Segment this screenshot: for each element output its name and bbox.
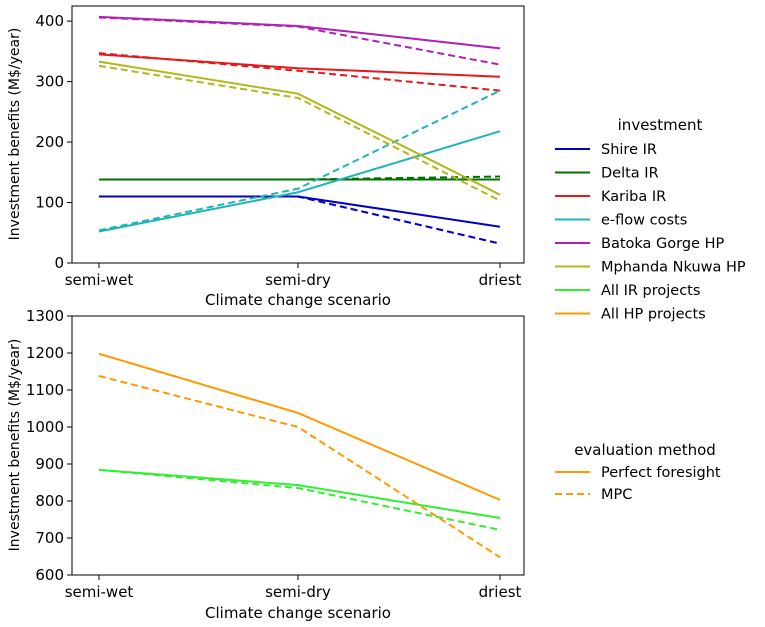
series-mphanda-nkuwa-hp-perfect-foresight-line (98, 60, 501, 196)
legend-label: Shire IR (601, 142, 657, 158)
bottom-plot-frame (71, 315, 525, 576)
legend-label: MPC (601, 487, 632, 503)
y-tick-label: 400 (35, 12, 64, 30)
series-mphanda-nkuwa-hp-mpc-line (98, 64, 501, 202)
y-tick-label: 700 (35, 529, 64, 547)
series-batoka-gorge-hp-perfect-foresight-line (98, 15, 501, 50)
series-e-flow-costs-perfect-foresight-line (98, 130, 501, 233)
chart-bottom: 600 700 800 900 1000 1100 1200 1300 semi-wet semi… (7, 307, 525, 622)
series-all-ir-projects-perfect-foresight-line (98, 468, 501, 520)
x-tick-label: semi-dry (265, 583, 331, 601)
y-tick-label: 1100 (26, 381, 64, 399)
legend-method-entries: Perfect foresight MPC (555, 465, 721, 503)
legend-label: All HP projects (601, 307, 706, 323)
series-e-flow-costs-mpc-line (98, 89, 501, 232)
bottom-chart-marks: 600 700 800 900 1000 1100 1200 1300 semi-wet semi… (26, 307, 522, 601)
y-tick-label: 1300 (26, 307, 64, 325)
y-tick-label: 600 (35, 566, 64, 584)
top-ylabel: Investment benefits (M$/year) (7, 28, 23, 241)
y-tick-label: 800 (35, 492, 64, 510)
chart-top: 0 100 200 300 400 semi-wet semi-dry driest Clim… (7, 5, 525, 309)
y-tick-label: 100 (35, 194, 64, 212)
x-tick-label: semi-dry (265, 271, 331, 289)
top-xlabel: Climate change scenario (205, 291, 391, 309)
legend-investment-entries: Shire IR Delta IR Kariba IR e-flow costs Bat… (555, 142, 746, 323)
y-tick-label: 0 (54, 254, 64, 272)
legend-method-title: evaluation method (574, 441, 716, 459)
legend-label: Mphanda Nkuwa HP (601, 260, 746, 276)
legend-label: e-flow costs (601, 213, 687, 229)
y-tick-label: 200 (35, 133, 64, 151)
x-tick-label: driest (479, 271, 522, 289)
legend-label: All IR projects (601, 283, 700, 299)
series-all-hp-projects-mpc-line (98, 374, 501, 559)
series-all-ir-projects-mpc-line (98, 468, 501, 531)
legend-investment-title: investment (618, 116, 703, 134)
series-kariba-ir-perfect-foresight-line (98, 53, 501, 78)
legend-label: Perfect foresight (601, 465, 721, 481)
bottom-xlabel: Climate change scenario (205, 604, 391, 622)
y-tick-label: 900 (35, 455, 64, 473)
series-all-hp-projects-perfect-foresight-line (98, 352, 501, 501)
x-tick-label: driest (479, 583, 522, 601)
legend-label: Delta IR (601, 166, 659, 182)
legend-method: evaluation method Perfect foresight MPC (555, 441, 721, 503)
top-chart-marks: 0 100 200 300 400 semi-wet semi-dry driest (35, 12, 521, 289)
bottom-ylabel: Investment benefits (M$/year) (7, 339, 23, 552)
x-tick-label: semi-wet (65, 271, 134, 289)
legend-label: Batoka Gorge HP (601, 236, 724, 252)
series-shire-ir-perfect-foresight-line (99, 195, 501, 228)
y-tick-label: 1200 (26, 344, 64, 362)
y-tick-label: 1000 (26, 418, 64, 436)
legend-label: Kariba IR (601, 189, 666, 205)
x-tick-label: semi-wet (65, 583, 134, 601)
legend-investment: investment Shire IR Delta IR Kariba IR e-fl… (555, 116, 746, 323)
y-tick-label: 300 (35, 73, 64, 91)
